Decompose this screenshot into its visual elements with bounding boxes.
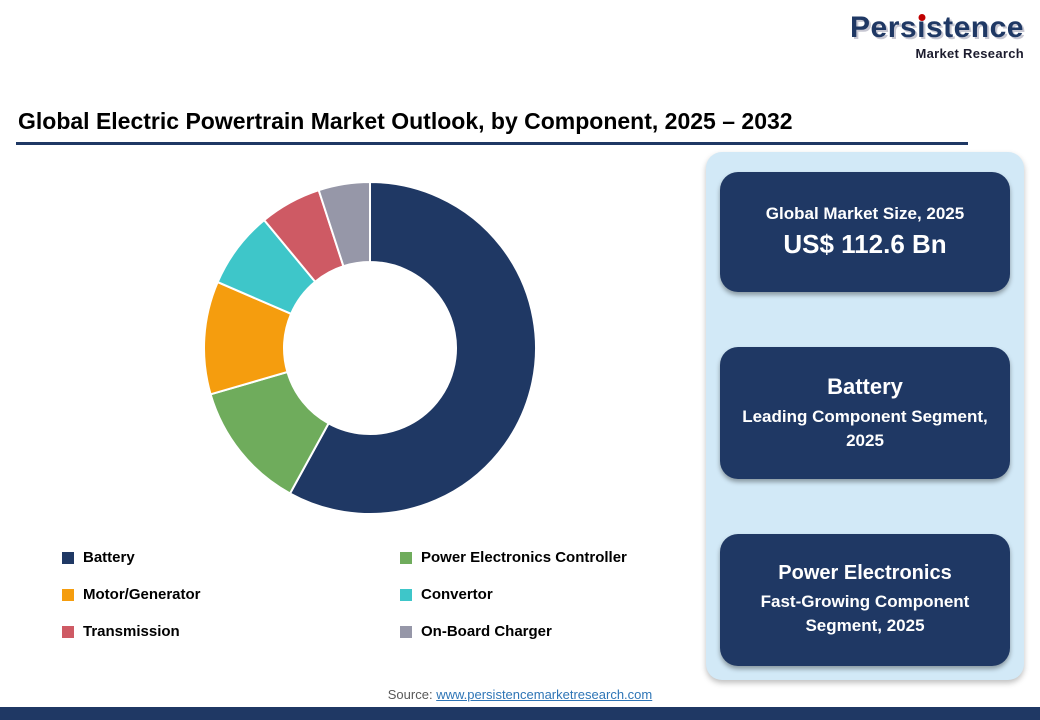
legend-label: Motor/Generator <box>83 586 201 603</box>
title-underline <box>16 142 968 145</box>
legend-label: Convertor <box>421 586 493 603</box>
legend-label: Power Electronics Controller <box>421 549 627 566</box>
stat-card-fast-growing-segment: Power Electronics Fast-Growing Component… <box>720 534 1010 666</box>
legend-swatch <box>62 588 74 601</box>
logo-tagline: Market Research <box>915 45 1024 61</box>
legend-label: Battery <box>83 549 135 566</box>
legend-swatch <box>400 625 412 638</box>
stat-card-title: Power Electronics <box>778 562 952 585</box>
legend-swatch <box>62 551 74 564</box>
source-line: Source: www.persistencemarketresearch.co… <box>0 687 1040 702</box>
chart-legend: Battery Power Electronics Controller Motor… <box>62 549 627 640</box>
legend-label: Transmission <box>83 623 180 640</box>
stat-card-subtitle: Leading Component Segment, 2025 <box>742 406 988 450</box>
logo: Persı stence Market Research <box>850 12 1024 61</box>
source-label: Source: <box>387 687 433 702</box>
donut-chart <box>203 180 537 515</box>
legend-item-transmission: Transmission <box>62 623 400 640</box>
stat-card-label: Global Market Size, 2025 <box>765 204 965 223</box>
legend-item-convertor: Convertor <box>400 586 627 603</box>
legend-swatch <box>400 588 412 601</box>
legend-item-battery: Battery <box>62 549 400 566</box>
legend-swatch <box>400 551 412 564</box>
bottom-bar <box>0 707 1040 720</box>
legend-swatch <box>62 625 74 638</box>
highlights-panel: Global Market Size, 2025 US$ 112.6 Bn Ba… <box>706 152 1024 680</box>
stat-card-value: US$ 112.6 Bn <box>783 229 947 259</box>
donut-segment-battery <box>288 180 537 515</box>
page-title: Global Electric Powertrain Market Outloo… <box>18 108 793 134</box>
stat-card-market-size: Global Market Size, 2025 US$ 112.6 Bn <box>720 172 1010 292</box>
donut-segment-on-board-charger <box>317 180 371 268</box>
stat-card-title: Battery <box>827 373 903 399</box>
logo-wordmark: Persı stence <box>850 11 1024 44</box>
source-link[interactable]: www.persistencemarketresearch.com <box>436 687 653 702</box>
legend-label: On-Board Charger <box>421 623 552 640</box>
stat-card-leading-segment: Battery Leading Component Segment, 2025 <box>720 347 1010 479</box>
legend-item-motor-generator: Motor/Generator <box>62 586 400 603</box>
legend-item-power-electronics-controller: Power Electronics Controller <box>400 549 627 566</box>
stat-card-subtitle: Fast-Growing Component Segment, 2025 <box>760 592 970 635</box>
legend-item-on-board-charger: On-Board Charger <box>400 623 627 640</box>
logo-red-dot <box>918 14 926 21</box>
